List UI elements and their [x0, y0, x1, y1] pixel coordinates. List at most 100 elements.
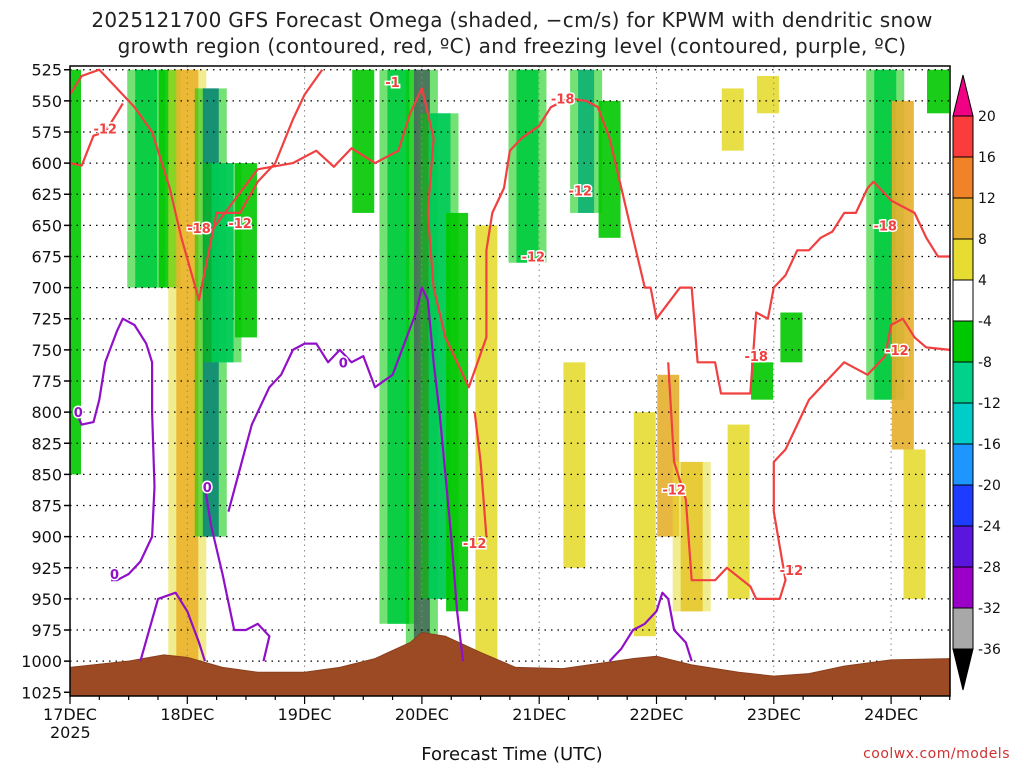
- colorbar-swatch-8: [952, 320, 974, 363]
- colorbar-label--4: -4: [978, 314, 992, 330]
- contour-label-6: -12: [522, 250, 546, 265]
- freezing-contour-3: [227, 286, 465, 662]
- x-axis-title: Forecast Time (UTC): [421, 744, 603, 765]
- y-tick-label-575: 575: [31, 123, 62, 142]
- dgz-contour-0: [70, 68, 324, 302]
- x-tick-label-18DEC: 18DEC: [160, 705, 214, 724]
- colorbar-label--28: -28: [978, 560, 1001, 576]
- y-tick-label-625: 625: [31, 185, 62, 204]
- colorbar-label--36: -36: [978, 642, 1001, 658]
- contour-label-13: 0: [74, 406, 83, 421]
- y-tick-label-725: 725: [31, 310, 62, 329]
- omega-feature-24: [780, 312, 803, 363]
- omega-feature-0: [70, 69, 81, 475]
- y-tick-label-750: 750: [31, 341, 62, 360]
- colorbar-swatch-5: [952, 443, 974, 486]
- x-tick-label-20DEC: 20DEC: [395, 705, 449, 724]
- colorbar-swatch-1: [952, 607, 974, 650]
- omega-feature-6: [234, 163, 257, 338]
- y-tick-label-600: 600: [31, 154, 62, 173]
- omega-feature-16: [633, 412, 656, 637]
- contour-label-10: -12: [780, 564, 804, 579]
- colorbar-label--12: -12: [978, 396, 1001, 412]
- contour-label-9: -12: [662, 483, 686, 498]
- contour-label-5: -12: [569, 185, 593, 200]
- y-tick-label-700: 700: [31, 279, 62, 298]
- colorbar-swatch-7: [952, 361, 974, 404]
- terrain-layer: [70, 631, 950, 696]
- colorbar-swatch-6: [952, 402, 974, 445]
- freezing-contour-2: [203, 486, 271, 662]
- colorbar-label--16: -16: [978, 437, 1001, 453]
- x-tick-label-17DEC: 17DEC: [43, 705, 97, 724]
- omega-feature-27: [903, 449, 926, 599]
- site-credit[interactable]: coolwx.com/models: [863, 746, 1010, 762]
- colorbar-label--24: -24: [978, 519, 1001, 535]
- freezing-contour-1: [139, 591, 206, 662]
- omega-feature-26: [891, 100, 914, 450]
- omega-feature-28: [927, 69, 950, 114]
- freezing-contour-4: [608, 591, 693, 662]
- colorbar-swatch-12: [952, 156, 974, 199]
- colorbar-label-8: 8: [978, 232, 987, 248]
- colorbar-label--32: -32: [978, 601, 1001, 617]
- colorbar-cap-top: [952, 74, 974, 117]
- omega-feature-19: [563, 362, 586, 568]
- x-tick-label-24DEC: 24DEC: [864, 705, 918, 724]
- omega-feature-halo-14: [570, 69, 603, 213]
- y-tick-label-550: 550: [31, 92, 62, 111]
- y-tick-label-950: 950: [31, 590, 62, 609]
- y-tick-label-1000: 1000: [21, 652, 62, 671]
- colorbar-label-4: 4: [978, 273, 987, 289]
- x-tick-label-21DEC: 21DEC: [512, 705, 566, 724]
- x-tick-label-23DEC: 23DEC: [747, 705, 801, 724]
- omega-feature-21: [756, 75, 779, 114]
- contour-label-16: 0: [339, 356, 348, 371]
- colorbar-swatch-11: [952, 197, 974, 240]
- colorbar-cap-bottom: [952, 648, 974, 691]
- grid-lines: [70, 66, 950, 696]
- dgz-contour-2: [187, 87, 950, 395]
- y-tick-label-650: 650: [31, 216, 62, 235]
- colorbar-label--8: -8: [978, 355, 992, 371]
- colorbar-label-12: 12: [978, 191, 996, 207]
- colorbar-label-16: 16: [978, 150, 996, 166]
- omega-time-height-chart: -12 -18 -12 -1 -18 -12 -12 -18 -12 -12 -12 -18 -12 0 0…: [21, 61, 1001, 740]
- omega-feature-halo-13: [508, 69, 547, 263]
- omega-feature-22: [727, 424, 750, 599]
- terrain-fill: [70, 631, 950, 696]
- chart-title-line2: growth region (contoured, red, ºC) and f…: [117, 34, 907, 58]
- y-tick-label-775: 775: [31, 372, 62, 391]
- y-tick-label-525: 525: [31, 61, 62, 80]
- contour-label-4: -18: [551, 92, 575, 107]
- omega-feature-15: [598, 100, 621, 238]
- y-tick-label-975: 975: [31, 621, 62, 640]
- contour-layer: [70, 68, 950, 662]
- y-tick-label-1025: 1025: [21, 683, 62, 702]
- dgz-contour-4: [667, 317, 950, 600]
- contour-label-7: -18: [744, 350, 768, 365]
- colorbar-swatch-13: [952, 115, 974, 158]
- dgz-contour-1: [70, 102, 124, 167]
- contour-label-0: -12: [93, 122, 117, 137]
- colorbar-swatch-9: [952, 279, 974, 322]
- omega-feature-20: [721, 88, 744, 151]
- colorbar-swatch-4: [952, 484, 974, 527]
- x-year-label: 2025: [50, 723, 91, 740]
- x-tick-label-19DEC: 19DEC: [278, 705, 332, 724]
- y-tick-label-900: 900: [31, 528, 62, 547]
- y-tick-label-800: 800: [31, 403, 62, 422]
- colorbar-swatch-3: [952, 525, 974, 568]
- contour-label-2: -12: [228, 217, 252, 232]
- contour-label-3: -1: [385, 76, 399, 91]
- contour-label-layer: -12 -18 -12 -1 -18 -12 -12 -18 -12 -12 -12 -18 -12 0 0…: [72, 75, 910, 585]
- contour-label-15: 0: [203, 481, 212, 496]
- dgz-contour-3: [473, 411, 488, 537]
- contour-label-12: -12: [885, 344, 909, 359]
- colorbar-label--20: -20: [978, 478, 1001, 494]
- y-tick-label-925: 925: [31, 559, 62, 578]
- colorbar-label-20: 20: [978, 109, 996, 125]
- y-tick-label-875: 875: [31, 497, 62, 516]
- y-tick-label-825: 825: [31, 434, 62, 453]
- contour-label-8: -12: [463, 537, 487, 552]
